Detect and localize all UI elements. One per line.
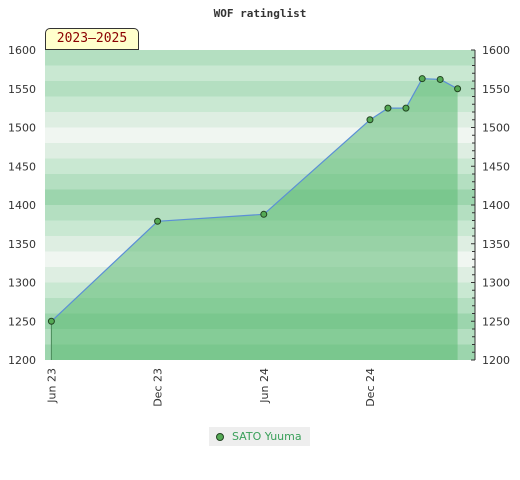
x-tick-label: Dec 24 xyxy=(364,368,377,407)
y-tick-label-left: 1550 xyxy=(8,83,36,96)
y-tick-label-right: 1200 xyxy=(482,354,510,367)
data-point xyxy=(260,210,268,218)
data-point xyxy=(418,75,426,83)
y-tick-label-right: 1250 xyxy=(482,315,510,328)
right-axis: 1200 1250 1300 1350 1400 1450 1500 1550 1600 xyxy=(471,44,510,367)
data-point xyxy=(384,104,392,112)
y-tick-label-right: 1500 xyxy=(482,122,510,135)
data-point xyxy=(154,217,162,225)
legend[interactable]: SATO Yuuma xyxy=(209,427,310,446)
background-band xyxy=(45,50,475,66)
date-range-badge: 2023–2025 xyxy=(45,28,139,50)
y-tick-label-left: 1200 xyxy=(8,354,36,367)
y-tick-label-left: 1500 xyxy=(8,122,36,135)
y-tick-label-left: 1600 xyxy=(8,44,36,57)
legend-marker-icon xyxy=(216,432,224,441)
left-axis: 1200 1250 1300 1350 1400 1450 1500 1550 1600 xyxy=(8,44,36,367)
data-point xyxy=(366,116,374,124)
y-tick-label-right: 1350 xyxy=(482,238,510,251)
y-tick-label-left: 1350 xyxy=(8,238,36,251)
y-tick-label-right: 1300 xyxy=(482,277,510,290)
x-axis: Jun 23 Dec 23 Jun 24 Dec 24 xyxy=(45,368,377,407)
background-band xyxy=(45,65,475,81)
y-tick-label-right: 1600 xyxy=(482,44,510,57)
data-point xyxy=(402,104,410,112)
background-band xyxy=(45,96,475,112)
x-tick-label: Jun 23 xyxy=(45,368,58,404)
data-point xyxy=(454,85,462,93)
y-tick-label-left: 1450 xyxy=(8,160,36,173)
y-tick-label-right: 1400 xyxy=(482,199,510,212)
y-tick-label-left: 1400 xyxy=(8,199,36,212)
x-tick-label: Dec 23 xyxy=(152,368,165,407)
chart-title: WOF ratinglist xyxy=(214,7,307,20)
data-point xyxy=(47,317,55,325)
data-point xyxy=(436,75,444,83)
y-tick-label-right: 1450 xyxy=(482,160,510,173)
series-area xyxy=(51,78,458,360)
legend-series-label: SATO Yuuma xyxy=(232,430,302,443)
y-tick-label-left: 1250 xyxy=(8,315,36,328)
x-tick-label: Jun 24 xyxy=(258,368,271,404)
series-layer xyxy=(47,75,462,360)
y-tick-label-left: 1300 xyxy=(8,277,36,290)
y-tick-label-right: 1550 xyxy=(482,83,510,96)
background-band xyxy=(45,81,475,97)
